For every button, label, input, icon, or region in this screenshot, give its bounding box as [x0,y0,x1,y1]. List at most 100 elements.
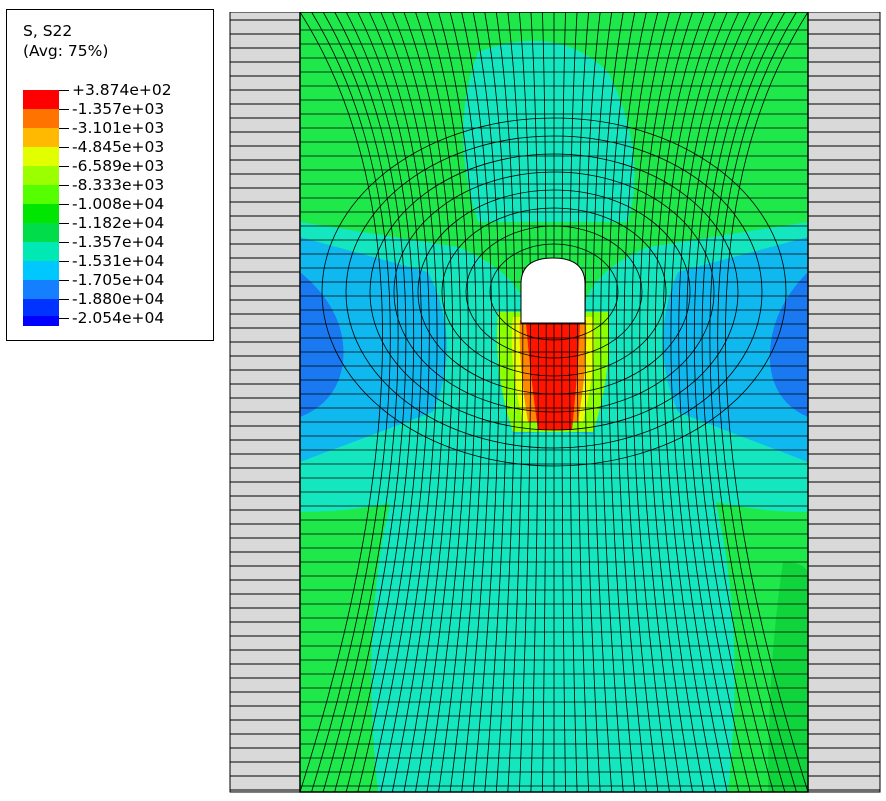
legend-swatch [23,316,59,326]
mesh-line-vertical [391,12,446,793]
legend-swatch [23,166,59,185]
mesh-line-vertical [561,12,566,793]
mesh-line-vertical [495,12,516,793]
legend-label: -1.880e+04 [72,290,165,308]
mesh-line-vertical [584,12,601,793]
mesh-line-vertical [647,12,693,793]
legend-tick [59,223,69,224]
tunnel-cavity [520,257,586,324]
legend-tick [59,242,69,243]
mesh-line-vertical [631,12,670,793]
mesh-line-vertical [709,12,786,793]
mesh-line-vertical [600,12,624,793]
mesh-line-vertical [615,12,647,793]
mesh-line-vertical [311,12,391,793]
legend-tick [59,109,69,110]
legend-swatch [23,185,59,204]
contour-legend: S, S22 (Avg: 75%) +3.874e+02 -1.357e+03 -3… [6,9,214,341]
legend-label: -1.531e+04 [72,252,165,270]
legend-tick [59,261,69,262]
legend-swatch [23,242,59,261]
mesh-line-vertical [484,12,508,793]
band-blue-left [300,272,344,417]
legend-swatch [23,223,59,242]
mesh-line-vertical [345,12,415,793]
mesh-line-vertical [623,12,659,793]
mesh-line-vertical [472,12,500,793]
band-green-right [768,562,808,792]
mesh-viewport [229,12,881,793]
legend-label: -8.333e+03 [72,176,165,194]
mesh-line-vertical [639,12,682,793]
mesh-line-vertical [608,12,636,793]
legend-tick [59,204,69,205]
mesh-line-vertical [299,12,383,793]
legend-title-variable: S, S22 [23,22,73,40]
mesh-line-vertical [725,12,809,793]
legend-label: -1.705e+04 [72,271,165,289]
band-lightblue-left [300,237,447,462]
right-side-panel [807,12,881,793]
mesh-arc [489,243,619,341]
legend-tick [59,185,69,186]
mesh-arc [345,135,763,449]
mesh-arc [441,207,667,377]
legend-swatch [23,90,59,109]
mesh-line-vertical [438,12,477,793]
mesh-line-vertical [461,12,493,793]
mesh-line-vertical [678,12,740,793]
mesh-arc [417,189,691,395]
legend-swatch [23,109,59,128]
legend-tick [59,318,69,319]
legend-label: -1.008e+04 [72,195,165,213]
mesh-line-vertical [670,12,728,793]
legend-swatch [23,204,59,223]
mesh-line-vertical [592,12,613,793]
legend-label: -3.101e+03 [72,119,165,137]
mesh-line-vertical [542,12,547,793]
mesh-arc [321,117,787,467]
band-blue-right [769,272,808,417]
legend-label: -1.182e+04 [72,214,165,232]
legend-label: -2.054e+04 [72,309,165,327]
band-cyan-bottom [371,432,735,792]
side-panels [229,12,881,793]
left-side-panel [229,12,301,793]
mesh-arc [369,153,739,431]
mesh-lines [299,12,809,793]
mesh-line-vertical [507,12,524,793]
mesh-arc [393,171,715,413]
legend-tick [59,299,69,300]
mesh-line-vertical [693,12,763,793]
mesh-line-vertical [569,12,578,793]
mesh-line-vertical [322,12,399,793]
legend-tick [59,128,69,129]
mesh-line-vertical [426,12,469,793]
legend-swatch [23,147,59,166]
mesh-line-vertical [380,12,438,793]
mesh-line-vertical [415,12,461,793]
band-lightblue-right [663,237,808,462]
legend-tick [59,280,69,281]
legend-label: -1.357e+03 [72,100,165,118]
legend-swatch [23,280,59,299]
legend-swatch [23,128,59,147]
legend-swatch [23,299,59,318]
mesh-line-vertical [654,12,705,793]
legend-tick [59,90,69,91]
band-red [526,323,580,430]
mesh-line-vertical [717,12,797,793]
legend-label: +3.874e+02 [72,81,172,99]
mesh-line-vertical [530,12,539,793]
mesh-line-vertical [449,12,485,793]
legend-title-averaging: (Avg: 75%) [23,42,109,60]
mesh-line-vertical [357,12,422,793]
mesh-line-vertical [662,12,717,793]
mesh-line-vertical [368,12,430,793]
mesh-line-vertical [686,12,751,793]
legend-tick [59,166,69,167]
legend-swatch [23,261,59,280]
mesh-border [299,12,809,793]
legend-label: -1.357e+04 [72,233,165,251]
mesh-arc [465,225,643,359]
